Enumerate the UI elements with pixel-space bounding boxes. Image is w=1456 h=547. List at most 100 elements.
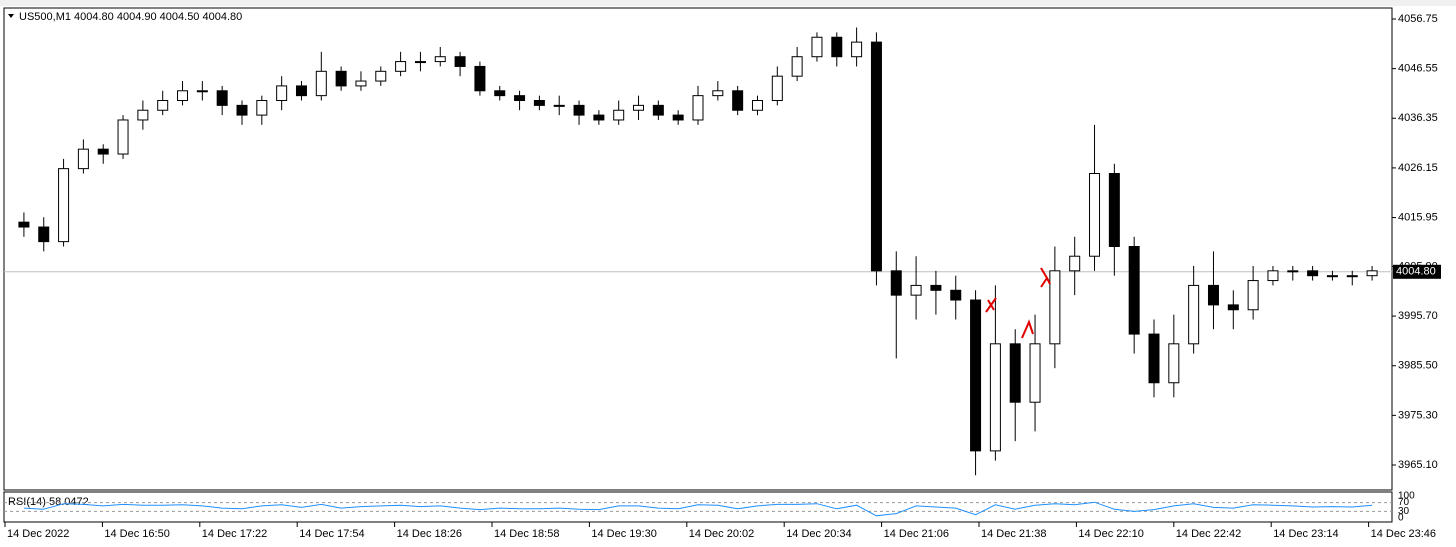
candle-body: [791, 56, 803, 77]
candle-body: [315, 70, 327, 97]
candle-body: [1148, 333, 1160, 384]
candle-body: [692, 95, 704, 121]
candle-body: [276, 85, 288, 102]
y-tick-label: 4015.95: [1398, 211, 1438, 223]
x-tick-label: 14 Dec 21:38: [981, 528, 1046, 540]
candle-body: [851, 41, 863, 58]
candle-body: [989, 343, 1001, 452]
candle-body: [18, 221, 30, 228]
candle-body: [77, 148, 89, 170]
candle-body: [890, 270, 902, 296]
candle-body: [97, 148, 109, 155]
candle-body: [1346, 275, 1358, 278]
candle-body: [1366, 270, 1378, 277]
candle-body: [732, 90, 744, 111]
candle-body: [335, 70, 347, 87]
x-tick-label: 14 Dec 20:34: [786, 528, 851, 540]
candle-body: [633, 104, 645, 111]
annotations: [985, 267, 1051, 339]
candle-body: [295, 85, 307, 97]
x-tick-label: 14 Dec 17:22: [202, 528, 267, 540]
candle-body: [1128, 245, 1140, 335]
x-tick-label: 14 Dec 23:14: [1273, 528, 1338, 540]
x-tick-label: 14 Dec 18:58: [494, 528, 559, 540]
rsi-line: [23, 501, 1373, 517]
annotation-mark: [1021, 319, 1034, 339]
tab-strip: [0, 0, 1456, 6]
candle-body: [712, 90, 724, 97]
candle-body: [454, 56, 466, 67]
candle-body: [236, 104, 248, 116]
y-tick-label: 70: [1398, 497, 1410, 508]
x-tick-label: 14 Dec 23:46: [1371, 528, 1436, 540]
candle-body: [1168, 343, 1180, 384]
candle-body: [216, 90, 228, 106]
y-tick-label: 30: [1398, 506, 1410, 517]
rsi-panel: [3, 491, 1393, 523]
candle-body: [553, 104, 565, 107]
candle-body: [1089, 173, 1101, 257]
x-tick-label: 14 Dec 19:30: [591, 528, 656, 540]
x-tick-label: 14 Dec 17:54: [299, 528, 364, 540]
candle-body: [196, 90, 208, 93]
x-tick-label: 14 Dec 21:06: [884, 528, 949, 540]
x-tick-label: 14 Dec 16:50: [104, 528, 169, 540]
candle-body: [157, 100, 169, 111]
y-tick-label: 4046.55: [1398, 63, 1438, 75]
candle-body: [970, 299, 982, 452]
candle-body: [533, 100, 545, 106]
candle-body: [514, 95, 526, 102]
candle-body: [38, 226, 50, 243]
y-tick-label: 4026.15: [1398, 162, 1438, 174]
candle-body: [672, 114, 684, 121]
candle-body: [1108, 173, 1120, 247]
annotation-mark: [1040, 267, 1051, 288]
candle-body: [1188, 284, 1200, 345]
price-panel: [3, 7, 1393, 491]
candle-body: [613, 109, 625, 121]
candle-body: [1207, 284, 1219, 306]
candle-body: [910, 284, 922, 296]
x-tick-label: 14 Dec 22:10: [1078, 528, 1143, 540]
x-tick-label: 14 Dec 22:42: [1176, 528, 1241, 540]
x-tick-label: 14 Dec 2022: [7, 528, 69, 540]
candle-body: [494, 90, 506, 97]
y-tick-label: 0: [1398, 513, 1404, 524]
candle-body: [811, 36, 823, 58]
candle-body: [573, 104, 585, 116]
candle-body: [771, 75, 783, 102]
y-tick-label: 3995.70: [1398, 310, 1438, 322]
candle-body: [395, 61, 407, 72]
candle-body: [177, 90, 189, 102]
y-tick-label: 4036.35: [1398, 112, 1438, 124]
candle-body: [1307, 270, 1319, 277]
y-tick-label: 100: [1398, 491, 1415, 502]
y-tick-label: 3985.50: [1398, 360, 1438, 372]
candle-body: [1069, 255, 1081, 272]
x-tick-label: 14 Dec 18:26: [397, 528, 462, 540]
candle-body: [751, 100, 763, 111]
y-tick-label: 4056.75: [1398, 13, 1438, 25]
rsi-title: RSI(14) 58.0472: [8, 496, 89, 508]
candle-body: [593, 114, 605, 121]
candle-body: [137, 109, 149, 121]
collapse-icon[interactable]: [8, 14, 14, 18]
candle-body: [58, 168, 70, 243]
y-tick-label: 3975.30: [1398, 409, 1438, 421]
candle-body: [1247, 280, 1259, 311]
candle-body: [474, 65, 486, 92]
annotation-mark: [985, 297, 997, 313]
candle-body: [117, 119, 129, 155]
candle-body: [1049, 270, 1061, 345]
x-tick-label: 14 Dec 20:02: [689, 528, 754, 540]
candle-body: [870, 41, 882, 272]
candle-body: [1009, 343, 1021, 403]
candle-body: [414, 61, 426, 64]
symbol-info: US500,M1 4004.80 4004.90 4004.50 4004.80: [19, 11, 242, 23]
candle-body: [375, 70, 387, 82]
candle-body: [1267, 270, 1279, 282]
current-price-label: 4004.80: [1396, 266, 1436, 278]
candle-body: [1287, 270, 1299, 273]
candle-body: [355, 80, 367, 87]
current-price-box: [1393, 264, 1441, 279]
